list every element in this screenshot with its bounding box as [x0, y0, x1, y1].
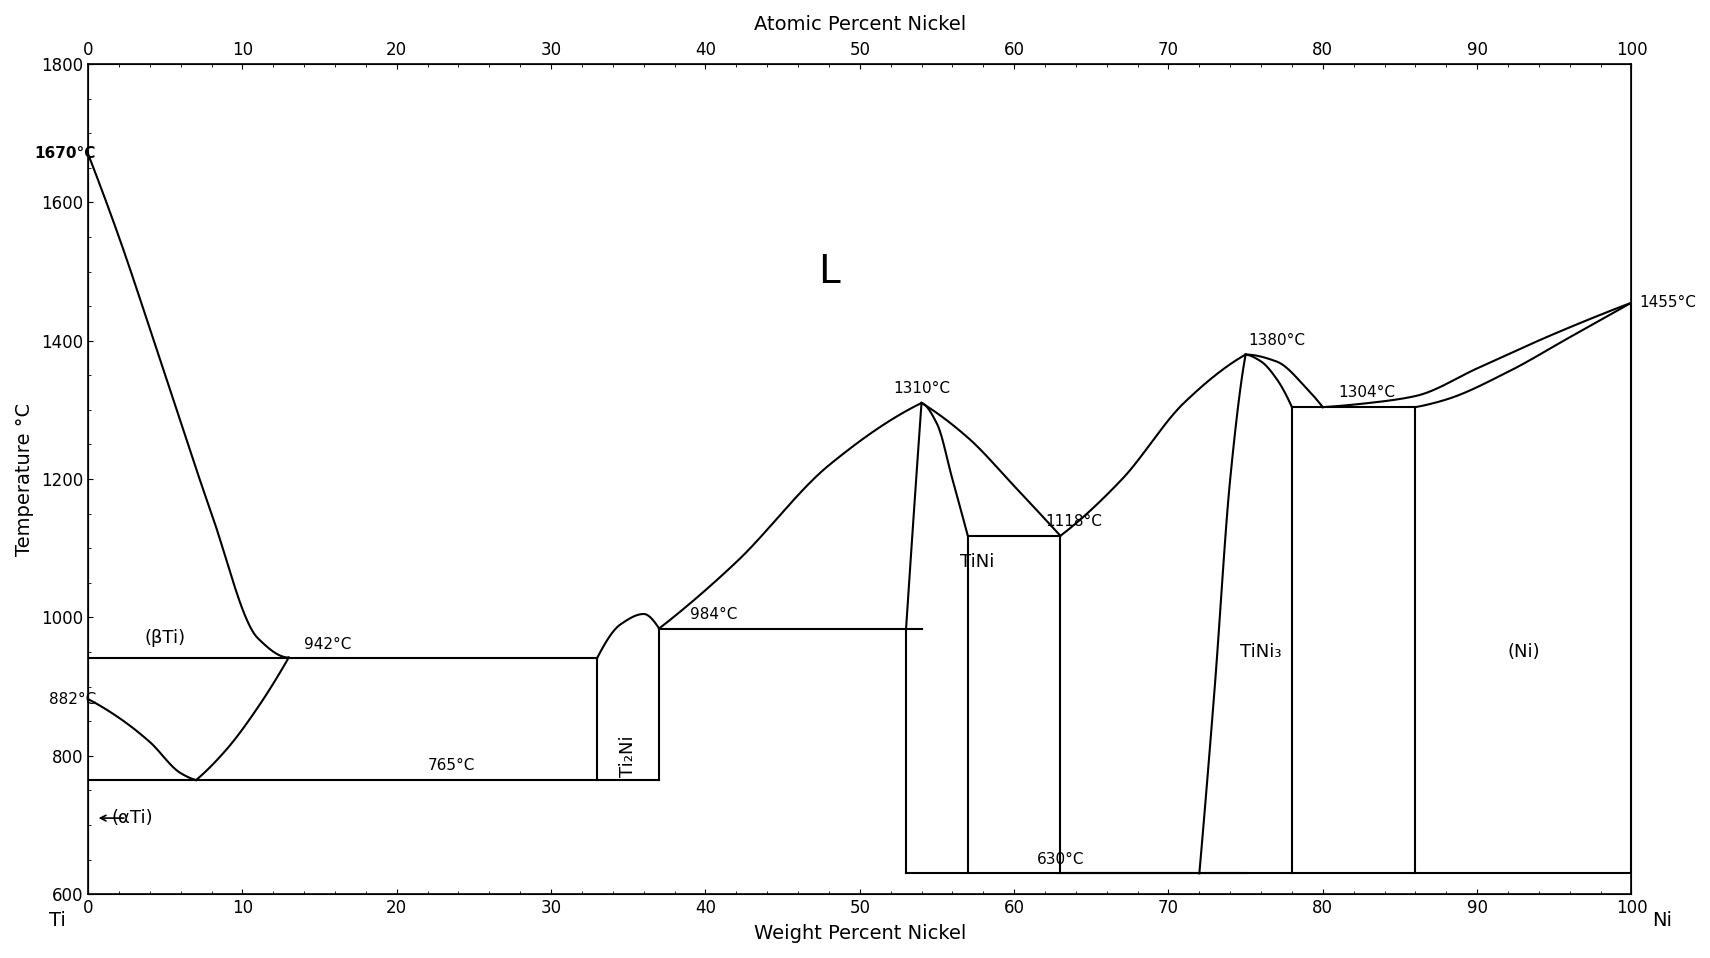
- Text: 1310°C: 1310°C: [893, 381, 951, 396]
- Text: 1118°C: 1118°C: [1045, 513, 1101, 529]
- Text: 1304°C: 1304°C: [1339, 385, 1395, 400]
- Text: Ti₂Ni: Ti₂Ni: [619, 735, 638, 777]
- Text: 942°C: 942°C: [304, 637, 352, 652]
- Text: 1455°C: 1455°C: [1640, 295, 1696, 310]
- Text: (Ni): (Ni): [1507, 643, 1539, 661]
- Text: 630°C: 630°C: [1036, 852, 1084, 867]
- Text: TiNi₃: TiNi₃: [1240, 643, 1282, 661]
- Text: 1380°C: 1380°C: [1248, 332, 1305, 348]
- Text: Ni: Ni: [1652, 911, 1672, 930]
- X-axis label: Weight Percent Nickel: Weight Percent Nickel: [754, 924, 966, 943]
- Text: Ti: Ti: [50, 911, 65, 930]
- Text: 1670°C: 1670°C: [34, 147, 96, 161]
- X-axis label: Atomic Percent Nickel: Atomic Percent Nickel: [754, 15, 966, 34]
- Text: 984°C: 984°C: [691, 606, 737, 622]
- Text: (βTi): (βTi): [145, 629, 186, 648]
- Text: TiNi: TiNi: [959, 553, 995, 571]
- Text: L: L: [817, 253, 840, 290]
- Text: 765°C: 765°C: [428, 758, 475, 773]
- Y-axis label: Temperature °C: Temperature °C: [15, 402, 34, 556]
- Text: (αTi): (αTi): [111, 810, 152, 827]
- Text: 882°C: 882°C: [48, 692, 96, 707]
